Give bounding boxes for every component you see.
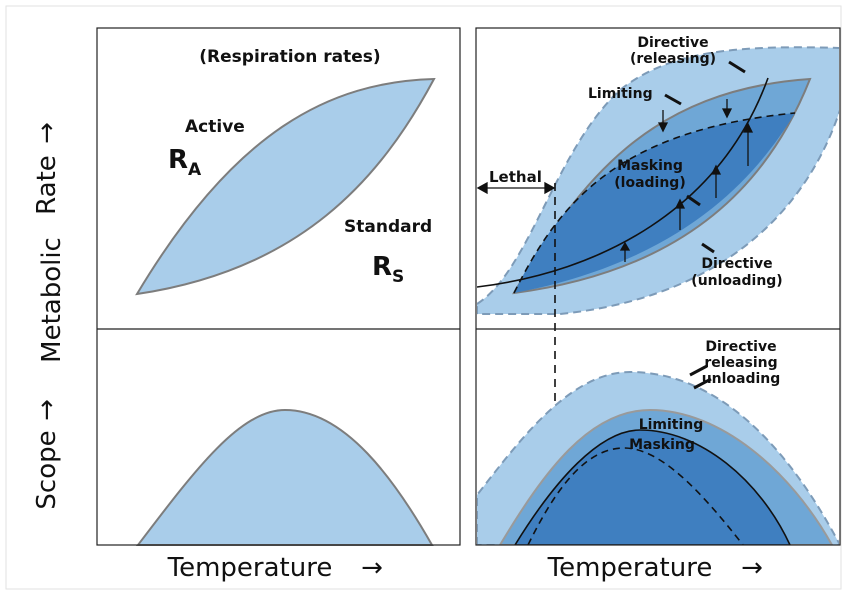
right-panel-frame xyxy=(475,27,841,546)
bottom-right-panel xyxy=(477,370,839,545)
directive-releasing-tick xyxy=(728,60,746,74)
xlabel-left-arrow: → xyxy=(361,553,383,583)
xlabel-right: Temperature xyxy=(547,553,713,583)
directive-unloading-line1: Directive xyxy=(701,256,772,272)
respiration-title: (Respiration rates) xyxy=(199,47,380,67)
ylabel-rate-arrow: → xyxy=(32,122,62,144)
directive-releasing-line1: Directive xyxy=(637,35,708,51)
ylabel-metabolic: Metabolic xyxy=(37,237,67,363)
ylabel-scope-group: Scope → xyxy=(32,399,62,510)
rs-main: R xyxy=(372,252,392,282)
directive-unloading-line2: (unloading) xyxy=(691,273,782,289)
br-directive-line3: unloading xyxy=(702,371,781,387)
ylabel-scope: Scope xyxy=(32,430,62,509)
figure-frame xyxy=(5,5,842,590)
limiting-dashed-curve xyxy=(513,112,796,294)
effect-arrows xyxy=(619,99,754,262)
lethal-label: Lethal xyxy=(489,168,542,186)
active-label: Active xyxy=(185,117,245,137)
limiting-label: Limiting xyxy=(588,86,653,102)
scope-masking-region xyxy=(514,429,791,545)
limiting-tick xyxy=(664,93,682,106)
br-directive-tick-2 xyxy=(693,377,712,390)
ra-sub: A xyxy=(188,160,202,180)
rs-sub: S xyxy=(392,267,404,287)
ylabel-rate: Rate xyxy=(32,155,62,215)
ylabel-scope-arrow: → xyxy=(32,399,62,421)
directive-releasing-line2: (releasing) xyxy=(630,51,716,67)
br-directive-line1: Directive xyxy=(705,339,776,355)
ylabel-rate-group: Rate → xyxy=(32,122,62,215)
xlabel-right-arrow: → xyxy=(741,553,763,583)
loaded-solid-curve xyxy=(477,77,769,288)
respiration-lens-shape xyxy=(135,77,436,296)
masking-tick xyxy=(686,194,701,207)
left-panel-frame xyxy=(96,27,461,546)
lethal-arrow xyxy=(476,181,556,195)
scope-dashed-curve xyxy=(527,447,744,545)
scope-hump-shape xyxy=(135,408,434,546)
ra-label: RA xyxy=(168,145,202,180)
br-directive-tick-1 xyxy=(689,364,708,377)
bottom-right-labels: Directive releasing unloading Limiting M… xyxy=(629,339,780,453)
left-panels: (Respiration rates) Active RA Standard R… xyxy=(96,27,461,546)
masking-loading-line1: Masking xyxy=(617,158,683,174)
top-right-panel xyxy=(477,46,839,315)
br-limiting-label: Limiting xyxy=(639,417,704,433)
br-directive-line2: releasing xyxy=(704,355,777,371)
masking-loading-line2: (loading) xyxy=(614,175,685,191)
rs-label: RS xyxy=(372,252,404,287)
xlabel-left: Temperature xyxy=(167,553,333,583)
top-right-labels: Directive (releasing) Limiting Lethal Ma… xyxy=(489,35,783,289)
ra-main: R xyxy=(168,145,188,175)
br-masking-label: Masking xyxy=(629,437,695,453)
directive-unloading-tick xyxy=(701,242,715,254)
standard-label: Standard xyxy=(344,217,432,237)
